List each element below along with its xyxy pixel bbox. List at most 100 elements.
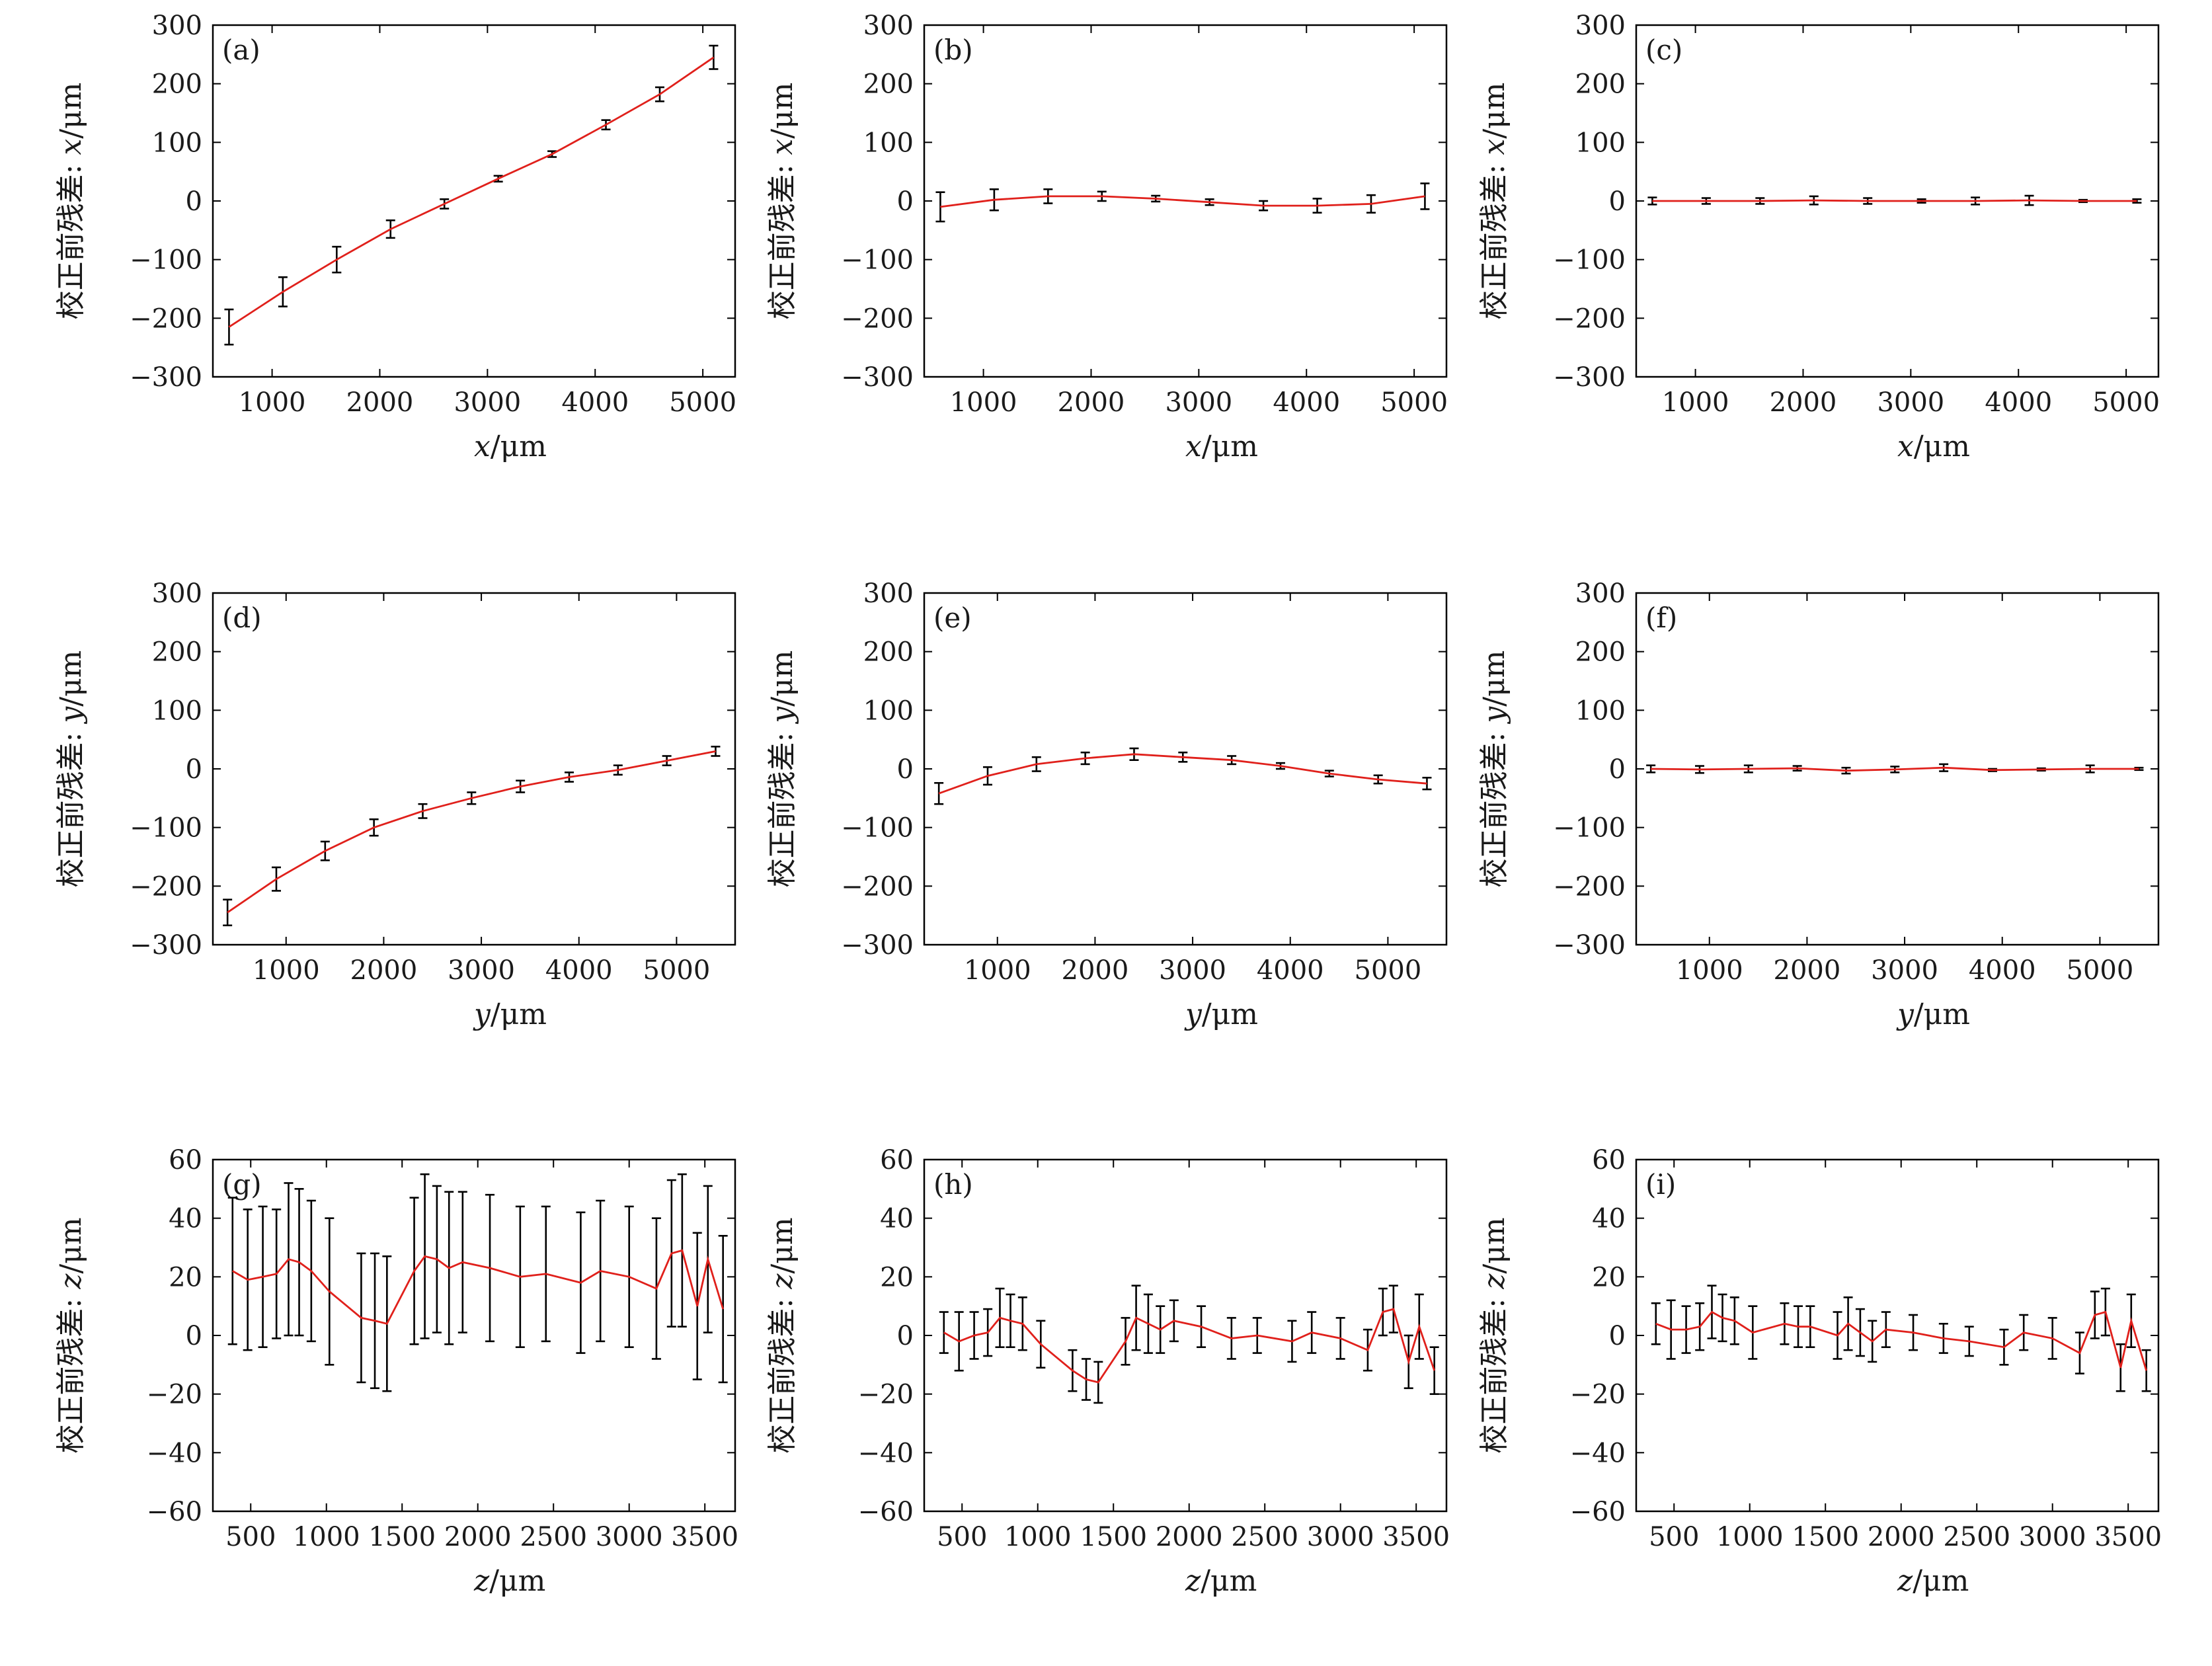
x-tick-label: 500 — [225, 1522, 276, 1552]
y-tick-label: −60 — [858, 1497, 914, 1527]
y-tick-label: 300 — [152, 11, 202, 41]
panel-label: (b) — [933, 34, 973, 66]
x-tick-label: 3500 — [671, 1522, 738, 1552]
y-tick-label: 300 — [152, 578, 202, 609]
y-tick-label: 0 — [1609, 186, 1626, 217]
y-tick-label: 300 — [1575, 11, 1626, 41]
y-tick-label: 100 — [863, 695, 914, 726]
panel-a: −300 −200 −100 0 100 200 300 1000 2000 3000 4000 50… — [54, 11, 736, 463]
x-tick-label: 3500 — [1382, 1522, 1450, 1552]
y-axis-label: 校正前残差: x/μm — [54, 83, 88, 320]
x-tick-label: 5000 — [1355, 955, 1422, 986]
y-tick-label: −100 — [130, 813, 202, 844]
y-tick-label: 100 — [152, 128, 202, 158]
panel-i: −60 −40 −20 0 20 40 60 500 1000 1500 2000 2500 3000 3… — [1478, 1145, 2162, 1598]
y-tick-label: 0 — [1609, 1321, 1626, 1351]
data-series-line — [232, 1249, 725, 1325]
y-tick-label: 300 — [863, 578, 914, 609]
x-tick-label: 5000 — [669, 387, 736, 418]
x-tick-label: 3500 — [2094, 1522, 2162, 1552]
x-tick-label: 2500 — [1231, 1522, 1298, 1552]
y-tick-label: 60 — [1592, 1145, 1626, 1175]
y-tick-label: 0 — [897, 1321, 914, 1351]
panel-label: (e) — [933, 602, 972, 634]
y-tick-label: −40 — [858, 1438, 914, 1468]
x-tick-label: 1500 — [368, 1522, 436, 1552]
y-tick-label: −40 — [147, 1438, 202, 1468]
x-tick-label: 2000 — [350, 955, 418, 986]
data-series-line — [227, 750, 716, 914]
y-tick-label: −300 — [130, 362, 202, 393]
panel-label: (i) — [1645, 1168, 1676, 1201]
x-axis-label: x/μm — [474, 430, 547, 463]
y-tick-label: 0 — [1609, 754, 1626, 785]
x-tick-label: 1500 — [1792, 1522, 1859, 1552]
error-bar — [1651, 1302, 1661, 1345]
y-tick-label: −300 — [1553, 930, 1626, 961]
y-tick-label: −300 — [841, 930, 914, 961]
x-tick-label: 2000 — [346, 387, 414, 418]
y-axis-label: 校正前残差: y/μm — [1478, 651, 1511, 888]
x-tick-label: 1000 — [293, 1522, 360, 1552]
panel-e: −300 −200 −100 0 100 200 300 1000 2000 3000 4000 50… — [766, 578, 1448, 1031]
y-tick-label: 100 — [1575, 695, 1626, 726]
x-tick-label: 1000 — [1004, 1522, 1072, 1552]
x-axis-label: y/μm — [1184, 998, 1258, 1031]
y-tick-label: −100 — [1553, 813, 1626, 844]
y-tick-label: −200 — [1553, 871, 1626, 902]
data-series-line — [1651, 766, 2139, 772]
error-bar — [2132, 198, 2142, 204]
x-tick-label: 3000 — [1159, 955, 1226, 986]
x-tick-label: 4000 — [1257, 955, 1324, 986]
error-bar — [227, 1197, 237, 1345]
error-bar — [709, 44, 719, 70]
x-tick-label: 3000 — [2019, 1522, 2086, 1552]
y-tick-label: 300 — [1575, 578, 1626, 609]
y-tick-label: 0 — [186, 754, 202, 785]
y-tick-label: −100 — [1553, 245, 1626, 276]
x-tick-label: 2000 — [1770, 387, 1837, 418]
data-series-line — [1652, 199, 2137, 202]
y-tick-label: −20 — [147, 1380, 202, 1410]
x-tick-label: 1500 — [1080, 1522, 1147, 1552]
y-tick-label: 20 — [169, 1262, 202, 1292]
x-tick-label: 4000 — [1969, 955, 2036, 986]
y-tick-label: −20 — [1570, 1380, 1626, 1410]
x-tick-label: 2500 — [520, 1522, 587, 1552]
y-axis-label: 校正前残差: x/μm — [766, 83, 799, 320]
y-tick-label: −300 — [130, 930, 202, 961]
panel-f: −300 −200 −100 0 100 200 300 1000 2000 3000 4000 50… — [1478, 578, 2160, 1031]
y-tick-label: 20 — [880, 1262, 914, 1292]
data-series-line — [1655, 1310, 2148, 1371]
x-axis-label: z/μm — [1897, 1564, 1969, 1598]
y-tick-label: 0 — [897, 754, 914, 785]
x-tick-label: 3000 — [1871, 955, 1938, 986]
error-bar — [1420, 182, 1430, 210]
panel-label: (d) — [222, 602, 262, 634]
x-tick-label: 1000 — [964, 955, 1031, 986]
y-tick-label: 200 — [863, 69, 914, 100]
y-tick-label: 100 — [152, 695, 202, 726]
x-tick-label: 2000 — [1774, 955, 1841, 986]
x-tick-label: 3000 — [1877, 387, 1944, 418]
x-axis-label: y/μm — [1896, 998, 1970, 1031]
data-series-line — [938, 753, 1427, 795]
error-bar — [939, 1311, 949, 1354]
x-tick-label: 1000 — [253, 955, 320, 986]
x-tick-label: 4000 — [545, 955, 613, 986]
x-tick-label: 500 — [1649, 1522, 1699, 1552]
y-tick-label: 200 — [863, 637, 914, 668]
y-tick-label: 40 — [169, 1204, 202, 1234]
panel-label: (h) — [933, 1168, 973, 1201]
y-axis-label: 校正前残差: x/μm — [1478, 83, 1511, 320]
x-tick-label: 2000 — [1058, 387, 1125, 418]
y-tick-label: −100 — [841, 245, 914, 276]
x-tick-label: 3000 — [1165, 387, 1232, 418]
plot-frame — [212, 24, 736, 378]
x-tick-label: 4000 — [1985, 387, 2052, 418]
x-tick-label: 5000 — [2067, 955, 2134, 986]
x-tick-label: 5000 — [643, 955, 711, 986]
data-series-line — [940, 195, 1425, 208]
y-tick-label: 0 — [897, 186, 914, 217]
x-tick-label: 2000 — [444, 1522, 512, 1552]
